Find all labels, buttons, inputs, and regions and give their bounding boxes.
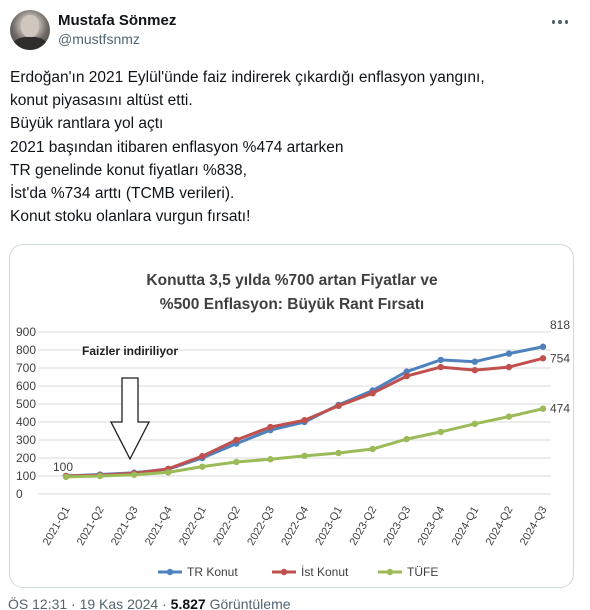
end-value-label: 818 xyxy=(550,318,570,332)
x-tick-label: 2023-Q1 xyxy=(313,505,345,548)
view-count: 5.827 xyxy=(170,596,206,610)
data-point-ist-konut xyxy=(301,417,308,424)
author-name[interactable]: Mustafa Sönmez xyxy=(58,12,177,29)
x-tick-label: 2023-Q3 xyxy=(382,505,414,548)
data-point-tufe xyxy=(369,445,376,453)
data-point-tr-konut xyxy=(437,356,444,364)
data-point-ist-konut xyxy=(233,436,240,444)
chart-title-line-1: Konutta 3,5 yılda %700 artan Fiyatlar ve xyxy=(146,272,438,289)
down-arrow-icon xyxy=(109,377,151,461)
x-tick-label: 2022-Q3 xyxy=(245,505,277,548)
tweet-line: TR genelinde konut fiyatları %838, xyxy=(10,161,247,179)
x-tick-label: 2024-Q2 xyxy=(484,505,516,548)
tweet-line: Büyük rantlara yol açtı xyxy=(10,115,164,133)
x-tick-label: 2022-Q4 xyxy=(279,505,311,548)
data-point-tufe xyxy=(539,405,547,412)
y-tick-label: 100 xyxy=(16,469,36,483)
tweet-line: konut piyasasını altüst etti. xyxy=(10,92,193,110)
data-point-tufe xyxy=(96,472,104,480)
chart-title-line-2: %500 Enflasyon: Büyük Rant Fırsatı xyxy=(160,296,424,313)
avatar[interactable] xyxy=(10,10,50,50)
data-point-ist-konut xyxy=(267,423,274,431)
end-value-label: 474 xyxy=(550,402,570,416)
data-point-tufe xyxy=(403,435,410,443)
data-point-ist-konut xyxy=(403,372,410,380)
data-point-ist-konut xyxy=(505,363,513,371)
line-chart: Konutta 3,5 yılda %700 artan Fiyatlar ve… xyxy=(16,272,570,579)
data-point-tufe xyxy=(437,428,444,436)
tweet-media-chart[interactable]: Konutta 3,5 yılda %700 artan Fiyatlar ve… xyxy=(9,244,574,588)
tweet-line: İst'da %734 arttı (TCMB verileri). xyxy=(10,185,235,203)
y-tick-label: 500 xyxy=(16,397,36,411)
data-point-tr-konut xyxy=(471,358,479,365)
author-info: Mustafa Sönmez @mustfsnmz xyxy=(58,11,176,49)
data-point-tufe xyxy=(335,449,342,457)
data-point-ist-konut xyxy=(471,366,479,374)
more-options-button[interactable] xyxy=(548,12,572,32)
data-point-tr-konut xyxy=(403,368,410,375)
x-tick-label: 2022-Q2 xyxy=(211,505,243,548)
tweet-footer: ÖS 12:31 · 19 Kas 2024 · 5.827 Görüntüle… xyxy=(8,596,291,610)
x-tick-label: 2021-Q2 xyxy=(75,505,107,548)
more-dot-icon xyxy=(551,20,556,24)
legend-marker-tr-konut xyxy=(166,568,174,576)
x-tick-label: 2021-Q4 xyxy=(143,505,175,548)
data-point-tufe xyxy=(130,471,138,478)
y-tick-label: 900 xyxy=(16,325,36,339)
x-tick-label: 2023-Q2 xyxy=(347,505,379,548)
data-point-tufe xyxy=(301,452,308,460)
more-dot-icon xyxy=(564,20,569,24)
start-value-label: 100 xyxy=(53,460,73,474)
data-point-tufe xyxy=(199,463,206,470)
view-count-label: Görüntüleme xyxy=(205,596,291,610)
y-tick-label: 400 xyxy=(16,415,36,429)
end-value-label: 754 xyxy=(550,351,570,365)
tweet-header: Mustafa Sönmez @mustfsnmz xyxy=(10,10,580,50)
data-point-ist-konut xyxy=(539,355,547,362)
author-handle[interactable]: @mustfsnmz xyxy=(58,31,140,47)
data-point-ist-konut xyxy=(335,402,342,409)
data-point-ist-konut xyxy=(369,390,376,397)
x-tick-label: 2023-Q4 xyxy=(416,505,448,548)
tweet-line: Konut stoku olanlara vurgun fırsatı! xyxy=(10,208,251,226)
legend-marker-ist-konut xyxy=(280,568,288,576)
tweet-text: Erdoğan'ın 2021 Eylül'ünde faiz indirere… xyxy=(10,66,580,228)
legend-label-tufe: TÜFE xyxy=(407,565,438,579)
data-point-tr-konut xyxy=(505,350,513,357)
data-point-ist-konut xyxy=(199,453,206,460)
tweet-timestamp[interactable]: ÖS 12:31 · 19 Kas 2024 · xyxy=(8,596,171,610)
y-tick-label: 700 xyxy=(16,361,36,375)
x-tick-label: 2022-Q1 xyxy=(177,505,209,548)
data-point-tufe xyxy=(267,456,274,463)
y-tick-label: 800 xyxy=(16,343,36,357)
legend-label-tr-konut: TR Konut xyxy=(187,565,238,579)
data-point-tufe xyxy=(471,420,479,427)
x-tick-label: 2024-Q1 xyxy=(450,505,482,548)
x-tick-label: 2024-Q3 xyxy=(518,505,550,548)
legend-label-ist-konut: İst Konut xyxy=(301,565,349,579)
y-tick-label: 0 xyxy=(16,487,23,501)
y-tick-label: 600 xyxy=(16,379,36,393)
arrow-annotation-label: Faizler indiriliyor xyxy=(82,344,178,358)
y-tick-label: 300 xyxy=(16,433,36,447)
tweet-line: Erdoğan'ın 2021 Eylül'ünde faiz indirere… xyxy=(10,69,485,86)
data-point-tufe xyxy=(505,413,513,420)
legend-marker-tufe xyxy=(386,568,394,576)
data-point-tufe xyxy=(62,473,70,481)
x-tick-label: 2021-Q1 xyxy=(41,505,73,548)
tweet-line: 2021 başından itibaren enflasyon %474 ar… xyxy=(10,138,344,156)
data-point-tr-konut xyxy=(539,343,547,350)
x-tick-label: 2021-Q3 xyxy=(109,505,141,548)
data-point-ist-konut xyxy=(437,363,444,371)
y-tick-label: 200 xyxy=(16,451,36,465)
data-point-tufe xyxy=(165,469,172,476)
data-point-tufe xyxy=(233,458,240,466)
more-dot-icon xyxy=(558,20,562,24)
